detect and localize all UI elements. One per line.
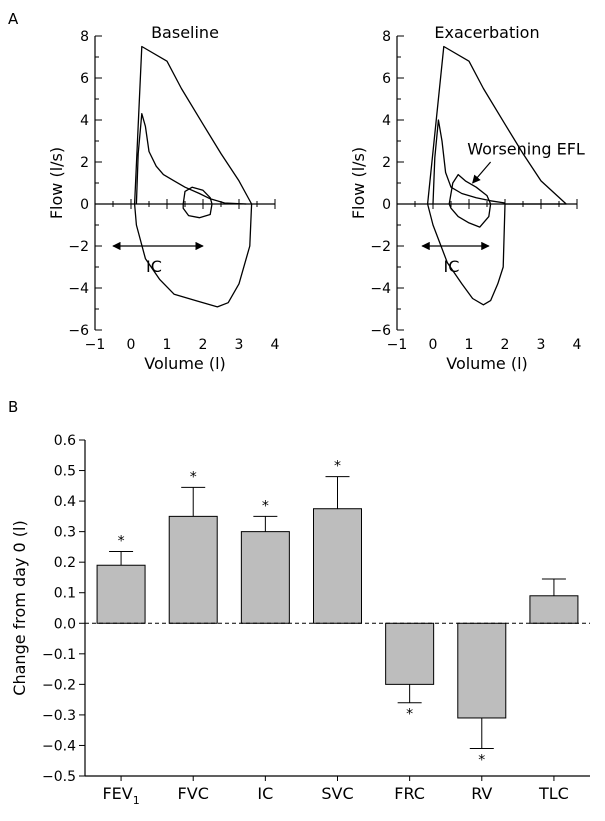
category-label: RV [471, 784, 492, 803]
loop2-x-tick-label: 2 [501, 337, 510, 353]
loop2-y-tick-label: 8 [382, 29, 391, 45]
loop1-y-tick-label: −4 [68, 281, 89, 297]
category-label: FEV [102, 784, 132, 803]
bar-x-tick-label: SVC [321, 784, 353, 803]
loop1-y-tick-label: 2 [80, 155, 89, 171]
loop2-y-tick-label: −2 [370, 239, 391, 255]
bar-y-tick-label: −0.4 [42, 738, 76, 754]
category-label: FRC [394, 784, 425, 803]
bar-x-tick-label: FRC [394, 784, 425, 803]
loop1-y-tick-label: 0 [80, 197, 89, 213]
category-label: IC [257, 784, 273, 803]
significance-marker: * [406, 707, 413, 723]
loop1-x-tick-label: −1 [85, 337, 106, 353]
loop2-x-tick-label: −1 [387, 337, 408, 353]
loop2-y-tick-label: −4 [370, 281, 391, 297]
loop2-ic-label: IC [444, 257, 460, 276]
loop2-x-tick-label: 4 [573, 337, 582, 353]
loop2-curve-0 [426, 45, 567, 306]
panel-b-label: B [8, 398, 18, 416]
bar-fev [96, 564, 146, 624]
loop2-x-axis-title: Volume (l) [446, 354, 528, 373]
loop1-y-tick-label: 6 [80, 71, 89, 87]
bar-y-tick-label: 0.0 [54, 616, 76, 632]
loop2-y-tick-label: −6 [370, 323, 391, 339]
bar-x-tick-label: FEV1 [102, 784, 139, 807]
loop1-y-tick-label: 4 [80, 113, 89, 129]
bar-y-tick-label: 0.2 [54, 555, 76, 571]
loop1-x-tick-label: 3 [235, 337, 244, 353]
loop1-y-axis-title: Flow (l/s) [47, 147, 66, 219]
bar-y-tick-label: −0.2 [42, 677, 76, 693]
significance-marker: * [334, 459, 341, 475]
loop2-x-tick-label: 3 [537, 337, 546, 353]
bar-x-tick-label: IC [257, 784, 273, 803]
loop1-curve-0 [133, 45, 253, 308]
loop1-x-tick-label: 0 [127, 337, 136, 353]
bar-svc [313, 508, 362, 624]
loop1-curve-1 [135, 113, 247, 205]
significance-marker: * [118, 533, 125, 549]
loop2-y-axis-title: Flow (l/s) [349, 147, 368, 219]
loop2-y-tick-label: 4 [382, 113, 391, 129]
significance-marker: * [478, 753, 485, 769]
bar-y-tick-label: 0.6 [54, 433, 76, 449]
bar-y-axis-title: Change from day 0 (l) [10, 520, 29, 695]
loop1-curve-2 [182, 186, 213, 219]
loop1-x-axis-title: Volume (l) [144, 354, 226, 373]
bar-y-tick-label: 0.3 [54, 525, 76, 541]
loop2-y-tick-label: 6 [382, 71, 391, 87]
bar-tlc [529, 595, 579, 624]
bar-y-tick-label: −0.5 [42, 769, 76, 785]
bar-x-tick-label: RV [471, 784, 492, 803]
category-label: FVC [178, 784, 209, 803]
loop2-x-tick-label: 0 [429, 337, 438, 353]
loop2-x-tick-label: 1 [465, 337, 474, 353]
bar-ic [240, 531, 290, 624]
bar-y-tick-label: 0.4 [54, 494, 76, 510]
loop1-x-tick-label: 1 [163, 337, 172, 353]
loop2-y-tick-label: 2 [382, 155, 391, 171]
bar-x-tick-label: FVC [178, 784, 209, 803]
bar-x-tick-label: TLC [538, 784, 569, 803]
category-label: SVC [321, 784, 353, 803]
bar-rv [457, 622, 507, 719]
loop1-ic-label: IC [146, 257, 162, 276]
loop2-curve-1 [432, 119, 506, 205]
bar-y-tick-label: −0.1 [42, 647, 76, 663]
bar-y-tick-label: 0.5 [54, 464, 76, 480]
category-subscript: 1 [133, 794, 140, 807]
significance-marker: * [190, 469, 197, 485]
loop2-curve-2 [448, 173, 492, 228]
loop2-efl-label: Worsening EFL [467, 139, 585, 158]
category-label: TLC [538, 784, 569, 803]
loop2-y-tick-label: 0 [382, 197, 391, 213]
bar-y-tick-label: 0.1 [54, 586, 76, 602]
bar-y-tick-label: −0.3 [42, 708, 76, 724]
loop1-y-tick-label: 8 [80, 29, 89, 45]
loop1-x-tick-label: 4 [271, 337, 280, 353]
loop2-title: Exacerbation [434, 23, 539, 42]
loop1-y-tick-label: −6 [68, 323, 89, 339]
loop1-y-tick-label: −2 [68, 239, 89, 255]
bar-fvc [168, 515, 218, 624]
loop2-efl-arrow [472, 161, 492, 184]
bar-frc [385, 622, 435, 685]
panel-a-label: A [8, 10, 19, 28]
loop1-x-tick-label: 2 [199, 337, 208, 353]
loop1-title: Baseline [151, 23, 219, 42]
significance-marker: * [262, 498, 269, 514]
